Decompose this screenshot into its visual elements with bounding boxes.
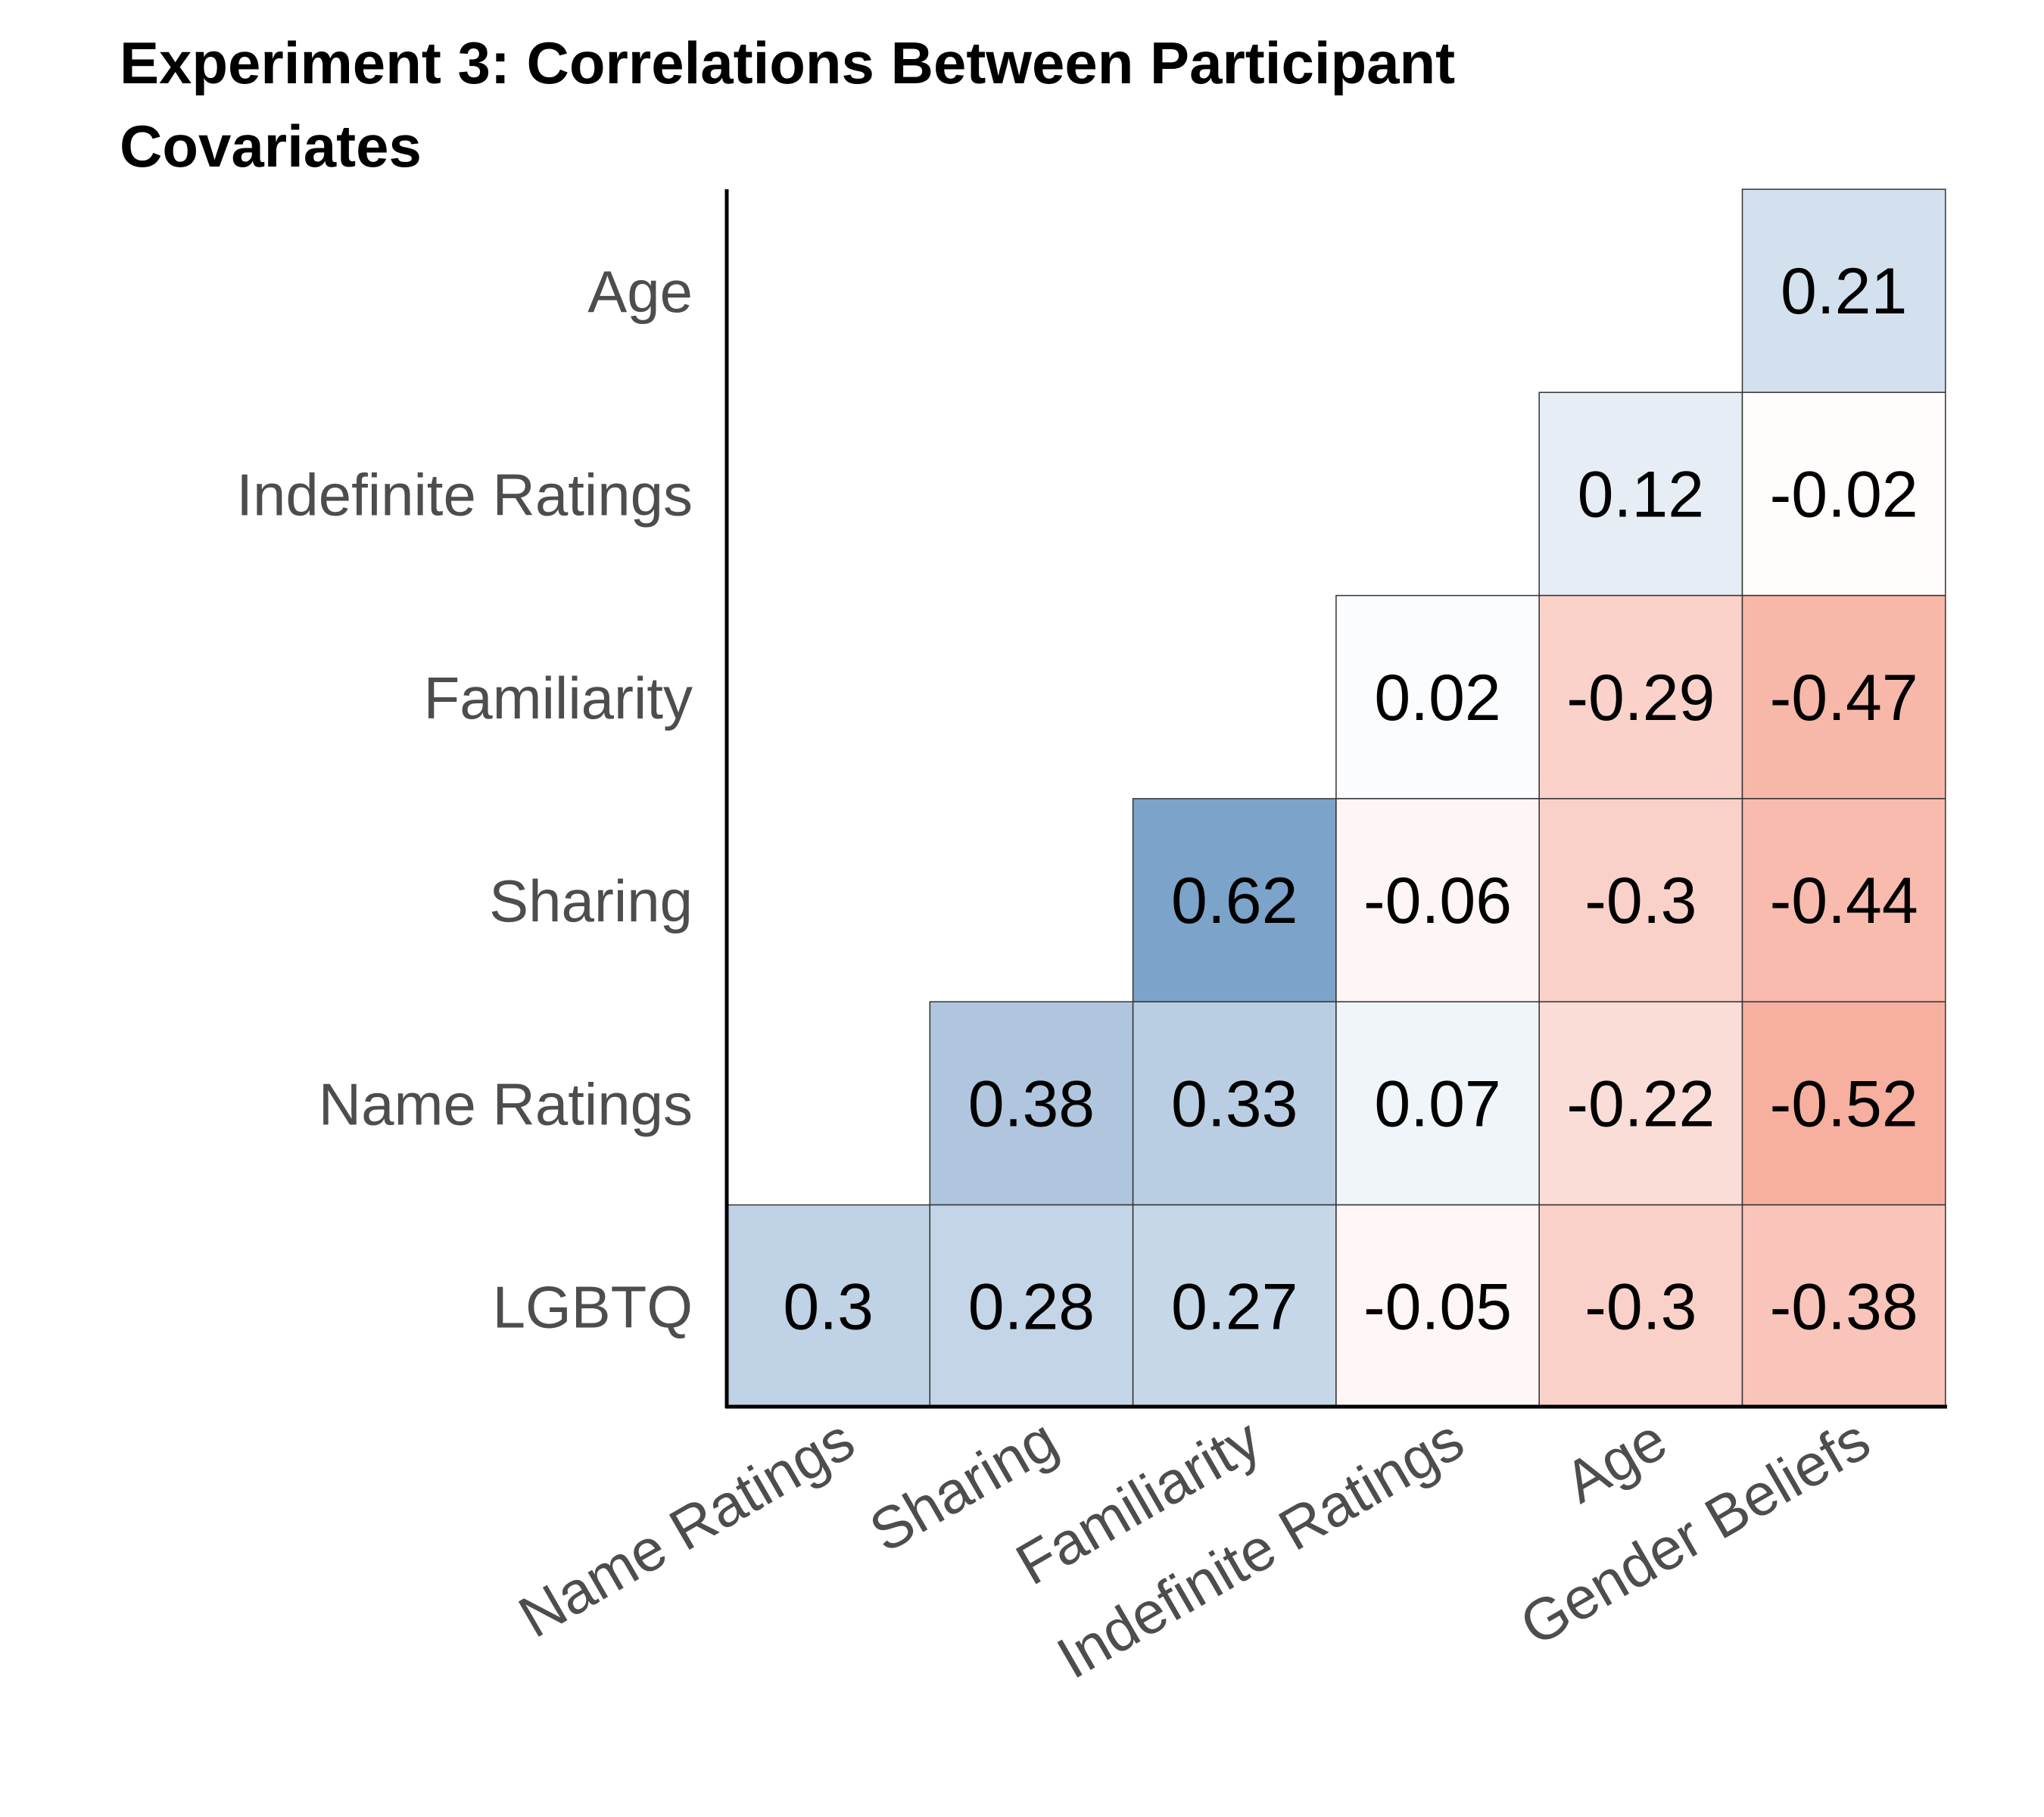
heatmap-cell-label-sharing-age: -0.3 <box>1584 865 1697 937</box>
heatmap-cell-sharing-indefinite-ratings <box>1335 798 1540 1002</box>
heatmap-cell-label-indefinite-ratings-gender-beliefs: -0.02 <box>1770 458 1918 531</box>
heatmap-cell-name-ratings-familiarity <box>1132 1001 1337 1206</box>
heatmap-cell-label-name-ratings-familiarity: 0.33 <box>1171 1067 1298 1140</box>
heatmap-cell-sharing-familiarity <box>1132 798 1337 1002</box>
y-axis-tick-labels: Age Indefinite Ratings Familiarity Sharing N… <box>236 258 693 1341</box>
heatmap-cell-familiarity-indefinite-ratings <box>1335 594 1540 799</box>
y-tick-label-indefinite-ratings: Indefinite Ratings <box>236 461 693 528</box>
heatmap-cell-label-name-ratings-sharing: 0.38 <box>968 1067 1095 1140</box>
heatmap-cell-lgbtq-age <box>1538 1204 1743 1409</box>
heatmap-cell-label-familiarity-gender-beliefs: -0.47 <box>1770 662 1918 734</box>
heatmap-cell-label-name-ratings-gender-beliefs: -0.52 <box>1770 1067 1918 1140</box>
heatmap-cell-familiarity-gender-beliefs <box>1741 594 1946 799</box>
heatmap-cell-label-sharing-familiarity: 0.62 <box>1171 865 1298 937</box>
heatmap-cell-indefinite-ratings-age <box>1538 391 1743 597</box>
heatmap-cell-label-lgbtq-sharing: 0.28 <box>968 1271 1095 1344</box>
chart-title-line-2: Covariates <box>120 113 422 179</box>
heatmap-cell-familiarity-age <box>1538 594 1743 799</box>
y-tick-label-name-ratings: Name Ratings <box>319 1071 693 1137</box>
heatmap-cell-label-name-ratings-age: -0.22 <box>1566 1067 1715 1140</box>
heatmap-cell-label-age-gender-beliefs: 0.21 <box>1781 255 1907 328</box>
x-axis-tick-labels: Name RatingsSharingFamiliarityIndefinite… <box>508 1406 1880 1692</box>
heatmap-cell-label-name-ratings-indefinite-ratings: 0.07 <box>1374 1067 1500 1140</box>
heatmap-cell-name-ratings-gender-beliefs <box>1741 1001 1946 1206</box>
heatmap-cell-name-ratings-indefinite-ratings <box>1335 1001 1540 1206</box>
heatmap-cell-label-sharing-indefinite-ratings: -0.06 <box>1363 865 1512 937</box>
x-tick-label-name-ratings: Name Ratings <box>508 1406 865 1650</box>
heatmap-cell-indefinite-ratings-gender-beliefs <box>1741 391 1946 597</box>
heatmap-cell-label-lgbtq-familiarity: 0.27 <box>1171 1271 1298 1344</box>
heatmap-cell-sharing-gender-beliefs <box>1741 798 1946 1002</box>
heatmap-cell-label-familiarity-age: -0.29 <box>1566 662 1715 734</box>
y-tick-label-sharing: Sharing <box>489 868 693 934</box>
y-tick-label-age: Age <box>587 258 693 325</box>
heatmap-cell-label-sharing-gender-beliefs: -0.44 <box>1770 865 1918 937</box>
heatmap-cells: 0.21 0.12 -0.02 0.02 -0.29 -0.47 0.62 -0.06 -0.3… <box>726 189 1946 1409</box>
heatmap-cell-lgbtq-indefinite-ratings <box>1335 1204 1540 1409</box>
chart-title-line-1: Experiment 3: Correlations Between Parti… <box>120 30 1455 96</box>
heatmap-cell-age-gender-beliefs <box>1741 189 1946 394</box>
y-tick-label-familiarity: Familiarity <box>424 665 693 731</box>
heatmap-cell-label-familiarity-indefinite-ratings: 0.02 <box>1374 662 1500 734</box>
heatmap-cell-name-ratings-age <box>1538 1001 1743 1206</box>
heatmap-cell-lgbtq-gender-beliefs <box>1741 1204 1946 1409</box>
x-tick-label-gender-beliefs: Gender Beliefs <box>1509 1406 1880 1659</box>
heatmap-cell-lgbtq-sharing <box>929 1204 1134 1409</box>
x-tick-label-age: Age <box>1553 1406 1678 1516</box>
heatmap-cell-label-lgbtq-indefinite-ratings: -0.05 <box>1363 1271 1512 1344</box>
heatmap-cell-label-lgbtq-gender-beliefs: -0.38 <box>1770 1271 1918 1344</box>
heatmap-cell-label-indefinite-ratings-age: 0.12 <box>1578 458 1704 531</box>
y-tick-label-lgbtq: LGBTQ <box>493 1274 693 1341</box>
heatmap-cell-label-lgbtq-age: -0.3 <box>1584 1271 1697 1344</box>
heatmap-cell-label-lgbtq-name-ratings: 0.3 <box>783 1271 874 1344</box>
heatmap-cell-lgbtq-familiarity <box>1132 1204 1337 1409</box>
